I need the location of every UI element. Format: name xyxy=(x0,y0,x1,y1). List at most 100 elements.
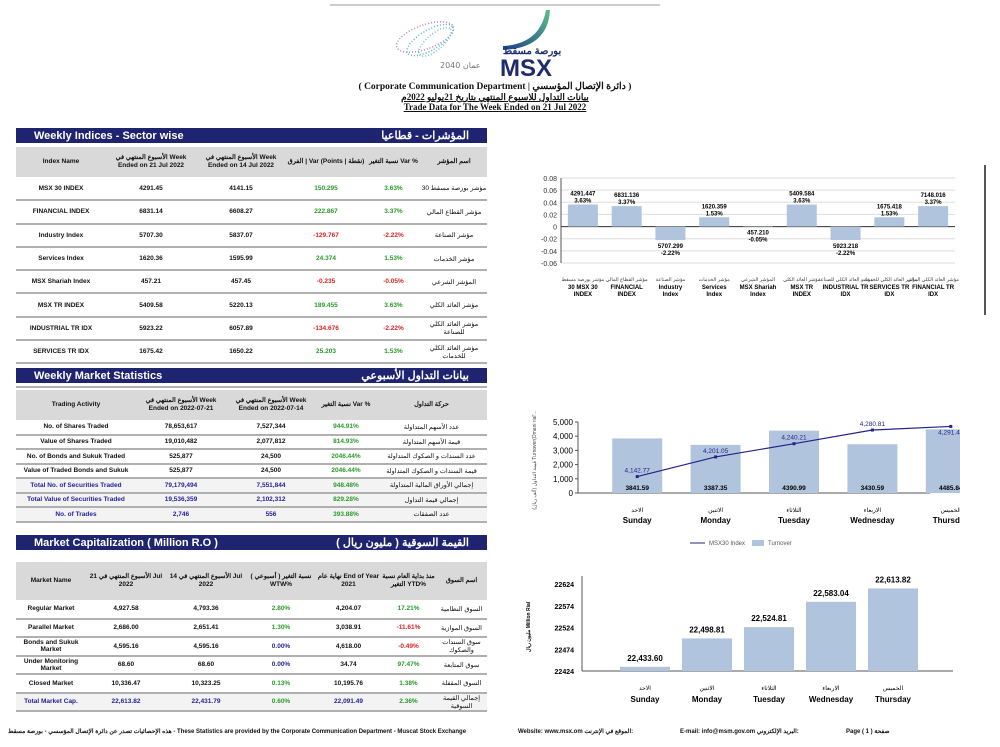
x-tick-label: MSX Shariah xyxy=(740,285,777,291)
table-row: Parallel Market 2,686.00 2,651.41 1.30% 3,03… xyxy=(16,618,487,638)
x-tick-label: INDEX xyxy=(574,292,592,298)
x-tick-label-ar: الاربعاء xyxy=(864,507,882,514)
x-tick-label: INDEX xyxy=(793,292,811,298)
footer-disclaimer: هذه الإحصائيات تصدر عن دائرة الإتصال الم… xyxy=(8,729,467,735)
column-header: Index Name xyxy=(16,147,106,177)
table-cell: مؤشر القطاع المالي xyxy=(421,200,487,225)
column-header: الأسبوع المنتهي في 14 Jul 2022 xyxy=(166,562,246,600)
turnover-bar xyxy=(690,444,741,493)
table-row: INDUSTRIAL TR IDX 5923.22 6057.89 -134.676-… xyxy=(16,316,487,342)
stats-title-ar: بيانات التداول الأسبوعي xyxy=(361,370,469,382)
table-cell: 7,551,844 xyxy=(226,478,316,494)
bar xyxy=(786,204,817,227)
y-tick-label: 5,000 xyxy=(553,418,574,427)
data-label: 457.210 xyxy=(747,231,769,237)
column-header: الأسبوع المنتهي في Week Ended on 14 Jul … xyxy=(196,147,286,177)
x-tick-label-ar: مؤشر العائد الكلي المالي xyxy=(907,277,959,283)
column-header: اسم المؤشر xyxy=(421,147,487,177)
table-cell: 525,877 xyxy=(136,463,226,479)
x-tick-label: 30 MSX 30 xyxy=(568,285,598,291)
table-cell: Total Value of Securities Traded xyxy=(16,492,136,508)
table-cell: 22,091.49 xyxy=(316,692,381,712)
table-cell: 19,010,482 xyxy=(136,434,226,450)
table-cell: 22,613.82 xyxy=(86,692,166,712)
table-cell: 2,686.00 xyxy=(86,618,166,638)
column-header: نسبة التغير ( أسبوعي ) WTW% xyxy=(246,562,316,600)
table-cell: 393.88% xyxy=(316,507,376,523)
y-tick-label: 22474 xyxy=(555,647,575,654)
table-cell: 10,195.76 xyxy=(316,674,381,694)
table-row: Total Value of Securities Traded 19,536,3… xyxy=(16,492,487,508)
table-cell: Value of Traded Bonds and Sukuk xyxy=(16,463,136,479)
table-cell: Value of Shares Traded xyxy=(16,434,136,450)
table-cell: 1650.22 xyxy=(196,340,286,365)
table-cell: 4,618.00 xyxy=(316,637,381,657)
msx30-point xyxy=(870,428,874,432)
column-header: منذ بداية العام نسبة التغير YTD% xyxy=(381,562,436,600)
x-tick-label-ar: الثلاثاء xyxy=(761,685,777,692)
turnover-bar xyxy=(925,429,960,493)
stats-title: Weekly Market Statistics xyxy=(34,369,163,382)
table-cell: 34.74 xyxy=(316,655,381,675)
turnover-chart: 5,000 4,000 3,000 2,000 1,000 0 قيمة التداول (… xyxy=(530,410,960,547)
data-label: 7148.016 xyxy=(921,193,947,199)
column-header: نسبة التغير Var % xyxy=(316,390,376,420)
table-cell: 1595.99 xyxy=(196,246,286,272)
table-row: No. of Trades 2,746 556 393.88% عدد الصفقات xyxy=(16,507,487,523)
table-cell: No. of Bonds and Sukuk Traded xyxy=(16,449,136,465)
table-cell: -0.49% xyxy=(381,637,436,657)
table-cell: 5220.13 xyxy=(196,293,286,318)
data-label: 22,498.81 xyxy=(689,625,725,634)
table-cell: إجمالي الأوراق المالية المتداولة xyxy=(376,478,487,494)
turnover-bar xyxy=(612,438,663,493)
msx30-point xyxy=(949,424,953,428)
x-tick-label: Tuesday xyxy=(778,516,810,525)
table-cell: 24,500 xyxy=(226,463,316,479)
table-cell: 1.53% xyxy=(366,340,421,365)
x-tick-label-ar: مؤشر العائد الكلي للصناعة xyxy=(818,277,873,283)
indices-title: Weekly Indices - Sector wise xyxy=(34,129,184,142)
table-cell: 2,102,312 xyxy=(226,492,316,508)
column-header: نسبة التغير Var % xyxy=(366,147,421,177)
table-row: Under Monitoring Market 68.60 68.60 0.00% 34… xyxy=(16,655,487,675)
turnover-label: 3387.35 xyxy=(704,485,728,492)
table-row: MSX TR INDEX 5409.58 5220.13 189.455 3.63% مؤ… xyxy=(16,293,487,318)
msx-logo-mark xyxy=(503,10,550,50)
x-tick-label-ar: المؤشر الشرعي xyxy=(741,277,775,283)
y-axis-label: مليون ريال Million Rial xyxy=(526,601,532,652)
table-cell: مؤشر بورصة مسقط 30 xyxy=(421,177,487,202)
table-cell: 3.63% xyxy=(366,293,421,318)
footer-email[interactable]: E-mail: info@msm.gov.om البريد الإلكترون… xyxy=(680,729,799,735)
table-cell: Bonds and Sukuk Market xyxy=(16,637,86,657)
column-header: نهاية عام End of Year 2021 xyxy=(316,562,381,600)
x-tick-label: INDUSTRIAL TR xyxy=(823,285,870,291)
y-axis-label: قيمة التداول (ألف ريال) Turnover(Omani r… xyxy=(530,410,538,509)
footer-website[interactable]: Website: www.msx.om الموقع في الإنترنت: xyxy=(518,729,634,735)
table-row: Total No. of Securities Traded 79,179,494… xyxy=(16,478,487,494)
table-row: Value of Shares Traded 19,010,482 2,077,81… xyxy=(16,434,487,450)
msx30-point xyxy=(635,475,639,479)
bar xyxy=(744,627,794,671)
column-header: اسم السوق xyxy=(436,562,487,600)
table-cell: 4,595.16 xyxy=(166,637,246,657)
turnover-bar xyxy=(847,444,898,493)
data-label: 1620.359 xyxy=(702,204,728,210)
table-cell: MSX 30 INDEX xyxy=(16,177,106,202)
x-tick-label: Wednesday xyxy=(809,695,854,704)
table-cell: 4,595.16 xyxy=(86,637,166,657)
msx30-label: 4,142.77 xyxy=(625,468,651,475)
msx30-point xyxy=(792,442,796,446)
table-cell: 5837.07 xyxy=(196,223,286,248)
x-tick-label: SERVICES TR xyxy=(869,285,910,291)
table-cell: 1.53% xyxy=(366,246,421,272)
msx30-label: 4,280.81 xyxy=(860,421,886,428)
x-tick-label-ar: مؤشر بورصة مسقط xyxy=(562,277,605,283)
table-cell: 0.13% xyxy=(246,674,316,694)
table-cell: 1620.36 xyxy=(106,246,196,272)
x-tick-label-ar: مؤشر الخدمات xyxy=(699,277,731,283)
y-tick-label: 0 xyxy=(569,489,574,498)
data-label-pct: -2.22% xyxy=(661,251,681,257)
table-row: Services Index 1620.36 1595.99 24.374 1.53% م… xyxy=(16,246,487,272)
x-tick-label-ar: الاثنين xyxy=(708,507,723,514)
table-cell: 19,536,359 xyxy=(136,492,226,508)
